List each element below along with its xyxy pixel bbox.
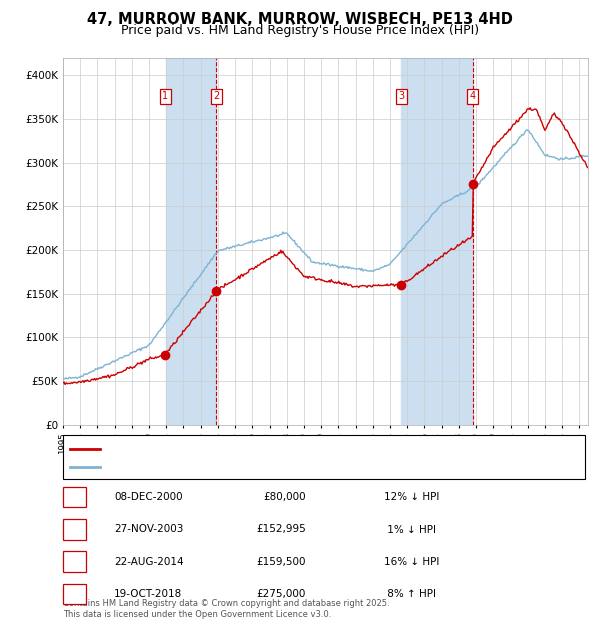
Text: 2: 2 (213, 91, 220, 101)
Text: 2: 2 (71, 525, 78, 534)
Text: 47, MURROW BANK, MURROW, WISBECH, PE13 4HD (detached house): 47, MURROW BANK, MURROW, WISBECH, PE13 4… (106, 444, 457, 454)
Text: 19-OCT-2018: 19-OCT-2018 (114, 589, 182, 599)
Text: £275,000: £275,000 (257, 589, 306, 599)
Text: 4: 4 (470, 91, 476, 101)
Bar (166, 58, 216, 425)
Text: 22-AUG-2014: 22-AUG-2014 (114, 557, 184, 567)
Text: 47, MURROW BANK, MURROW, WISBECH, PE13 4HD: 47, MURROW BANK, MURROW, WISBECH, PE13 4… (87, 12, 513, 27)
Text: 08-DEC-2000: 08-DEC-2000 (114, 492, 182, 502)
Text: 4: 4 (71, 589, 78, 599)
Text: 16% ↓ HPI: 16% ↓ HPI (384, 557, 439, 567)
Text: £152,995: £152,995 (256, 525, 306, 534)
Text: 1: 1 (71, 492, 78, 502)
Text: Contains HM Land Registry data © Crown copyright and database right 2025.
This d: Contains HM Land Registry data © Crown c… (63, 600, 389, 619)
Text: HPI: Average price, detached house, Fenland: HPI: Average price, detached house, Fenl… (106, 463, 330, 472)
Text: 1: 1 (162, 91, 168, 101)
Bar (401, 58, 473, 425)
Text: 12% ↓ HPI: 12% ↓ HPI (384, 492, 439, 502)
Text: £159,500: £159,500 (257, 557, 306, 567)
Text: 3: 3 (71, 557, 78, 567)
Text: 27-NOV-2003: 27-NOV-2003 (114, 525, 184, 534)
Text: 3: 3 (398, 91, 404, 101)
Text: 1% ↓ HPI: 1% ↓ HPI (384, 525, 436, 534)
Text: £80,000: £80,000 (263, 492, 306, 502)
Text: Price paid vs. HM Land Registry's House Price Index (HPI): Price paid vs. HM Land Registry's House … (121, 24, 479, 37)
Text: 8% ↑ HPI: 8% ↑ HPI (384, 589, 436, 599)
